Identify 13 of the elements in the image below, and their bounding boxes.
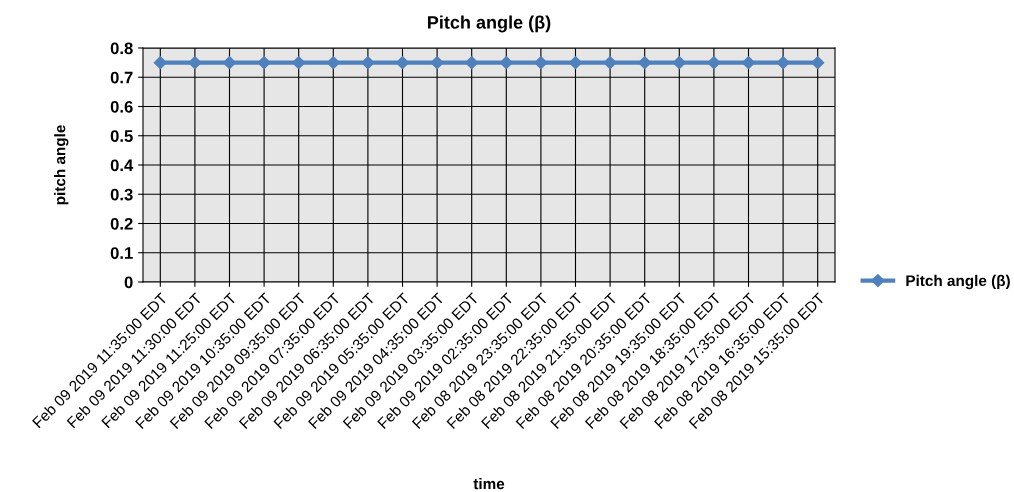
y-tick-label: 0.1: [110, 247, 133, 259]
y-tick-label: 0.2: [110, 217, 133, 230]
y-tick-label: 0.7: [110, 71, 133, 84]
y-tick-label: 0.4: [110, 159, 134, 172]
y-tick-label: 0.6: [110, 100, 133, 113]
y-tick-label: 0.5: [110, 130, 133, 142]
y-axis-title: pitch angle: [54, 125, 69, 205]
x-axis-title: time: [473, 478, 505, 490]
y-tick-label: 0: [124, 276, 133, 289]
y-tick-label: 0.8: [110, 42, 133, 55]
chart-title: Pitch angle (β): [428, 15, 551, 33]
legend-label: Pitch angle (β): [906, 274, 1010, 290]
y-tick-label: 0.3: [110, 188, 133, 201]
